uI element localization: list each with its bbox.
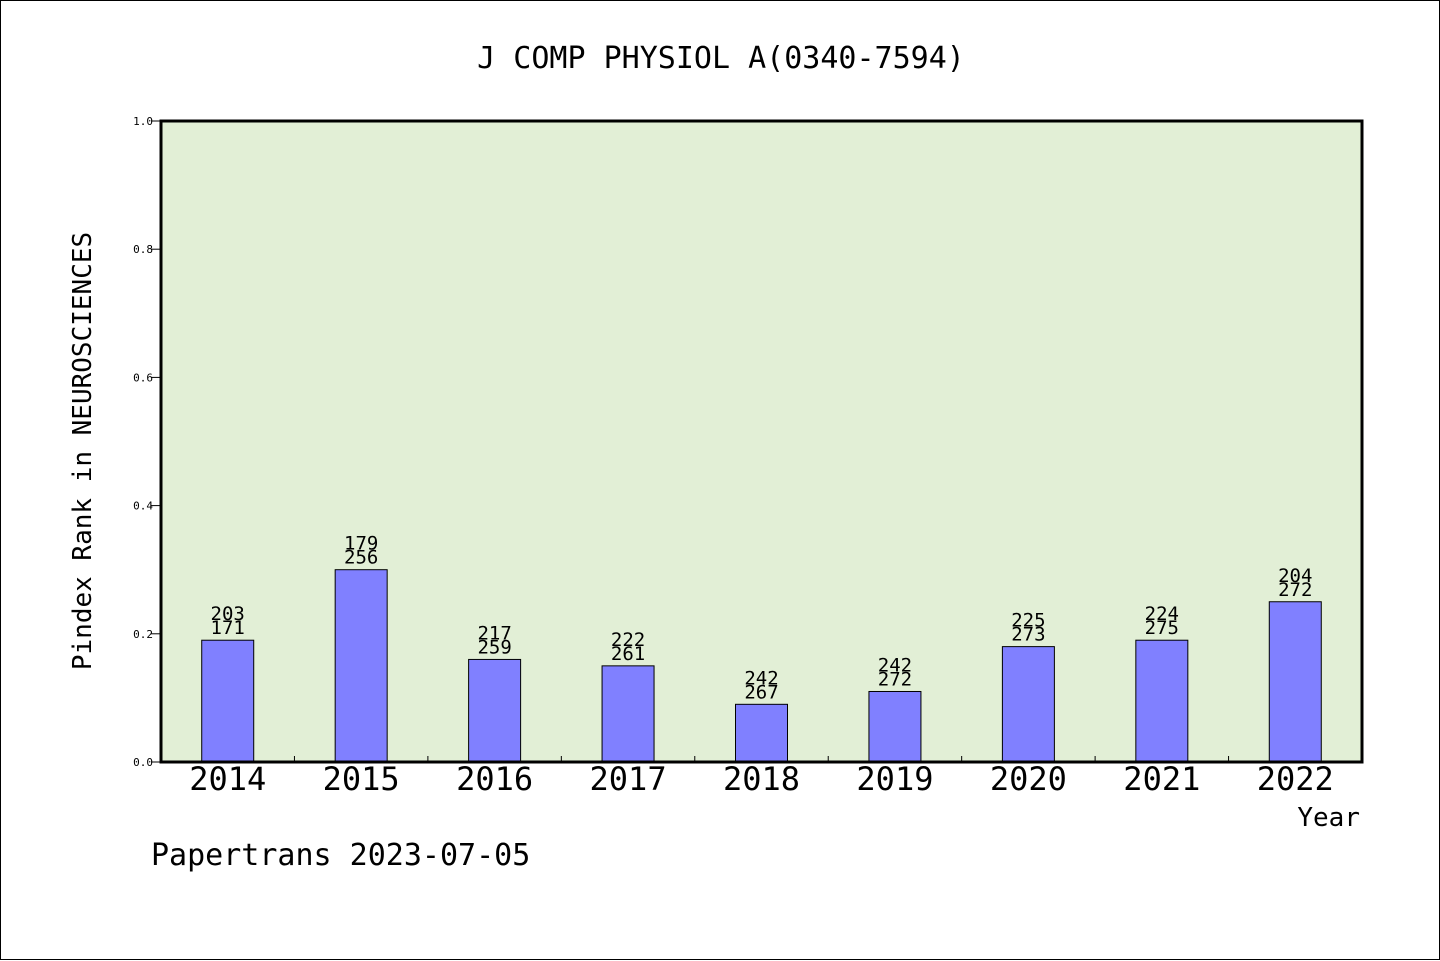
- x-tick-label: 2015: [323, 760, 400, 798]
- bar-rank-label: 256: [344, 547, 378, 569]
- bar-2016: [468, 658, 522, 763]
- bar-total-label: 203: [211, 603, 245, 625]
- y-tick-label: 0.8: [133, 243, 153, 256]
- bar-rank-label: 272: [1278, 579, 1312, 601]
- bar-2019: [868, 690, 922, 763]
- y-axis-label: Pindex Rank in NEUROSCIENCES: [68, 232, 98, 670]
- x-tick-label: 2021: [1123, 760, 1200, 798]
- bar-total-label: 225: [1011, 610, 1045, 632]
- bar-rank-label: 261: [611, 643, 645, 665]
- x-tick-label: 2019: [856, 760, 933, 798]
- bar-2022: [1268, 601, 1322, 763]
- chart-title: J COMP PHYSIOL A(0340-7594): [477, 41, 965, 76]
- bar-total-label: 242: [744, 667, 778, 689]
- bar-total-label: 222: [611, 629, 645, 651]
- bar-2017: [601, 665, 655, 763]
- x-tick-label: 2020: [990, 760, 1067, 798]
- bar-rank-label: 273: [1011, 624, 1045, 646]
- bar-rank-label: 267: [744, 681, 778, 703]
- bar-2020: [1001, 646, 1055, 763]
- bar-rank-label: 272: [878, 668, 912, 690]
- bar-rank-label: 171: [211, 617, 245, 639]
- bar-2014: [201, 639, 255, 763]
- y-tick-label: 0.4: [133, 500, 153, 513]
- bar-2021: [1135, 639, 1189, 763]
- bar-2018: [735, 703, 788, 763]
- bar-rank-label: 259: [477, 636, 511, 658]
- bar-total-label: 217: [477, 622, 511, 644]
- x-tick-label: 2018: [723, 760, 800, 798]
- y-tick-label: 0.0: [133, 756, 153, 769]
- bar-total-label: 204: [1278, 565, 1312, 587]
- bar-total-label: 179: [344, 533, 378, 555]
- x-tick-label: 2022: [1257, 760, 1334, 798]
- x-tick-label: 2016: [456, 760, 533, 798]
- y-tick-label: 0.2: [133, 628, 153, 641]
- y-tick-label: 0.6: [133, 371, 153, 384]
- y-tick-label: 1.0: [133, 115, 153, 128]
- x-axis-label: Year: [1297, 803, 1360, 833]
- bar-2015: [334, 569, 388, 763]
- x-tick-label: 2017: [590, 760, 667, 798]
- x-axis-ticks: 2014 2015 2016 2017 2018 2019 2020 2021 2022: [189, 756, 1334, 798]
- bars-group: [201, 569, 1322, 763]
- bar-rank-label: 275: [1145, 617, 1179, 639]
- y-axis-ticks: 0.0 0.2 0.4 0.6 0.8 1.0: [133, 115, 161, 769]
- plot-border: [159, 119, 1364, 764]
- bar-total-label: 242: [878, 654, 912, 676]
- watermark-text: Papertrans 2023-07-05: [151, 838, 530, 873]
- x-tick-label: 2014: [189, 760, 266, 798]
- bar-total-label: 224: [1145, 603, 1179, 625]
